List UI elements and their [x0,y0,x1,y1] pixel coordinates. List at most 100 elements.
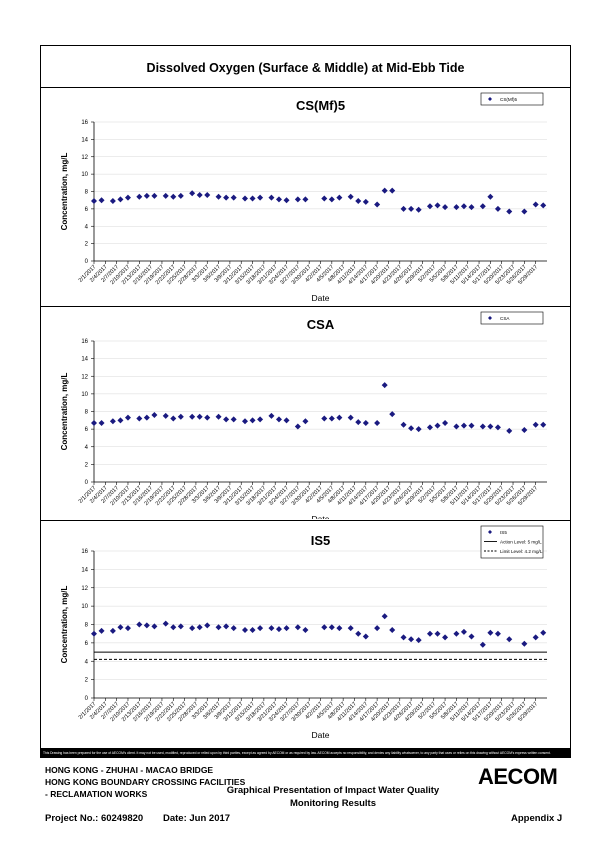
data-point [283,625,290,632]
data-point [460,203,467,210]
data-point [302,627,309,634]
data-point [400,205,407,212]
data-point [355,419,362,426]
y-axis-title: Concentration, mg/L [60,153,69,231]
data-point [426,203,433,210]
y-tick-label: 0 [85,696,89,702]
data-point [117,624,124,631]
data-point [426,424,433,431]
y-tick-label: 2 [85,462,89,468]
data-point [109,627,116,634]
y-tick-label: 10 [81,172,88,178]
data-point [532,634,539,641]
data-point [249,195,256,202]
disclaimer-bar: This Drawing has been prepared for the u… [40,748,571,758]
data-point [204,414,211,421]
data-point [143,192,150,199]
data-point [98,627,105,634]
data-point [196,624,203,631]
panel-divider [41,306,570,307]
data-point [124,414,131,421]
data-point [336,194,343,201]
report-heading-line-1: Graphical Presentation of Impact Water Q… [226,785,440,796]
y-tick-label: 2 [85,242,89,248]
data-point [347,193,354,200]
data-point [494,424,501,431]
data-point [434,202,441,209]
data-point [98,197,105,204]
data-point [540,202,547,209]
legend-box [480,311,544,325]
data-point [189,413,196,420]
y-tick-label: 14 [81,357,88,363]
project-number: Project No.: 60249820 [45,813,144,824]
y-tick-label: 0 [85,480,89,486]
data-point [257,625,264,632]
data-point [374,625,381,632]
data-point [177,192,184,199]
data-point [162,620,169,627]
data-point [242,418,248,425]
data-point [321,415,328,422]
data-point [521,208,528,215]
data-point [453,204,460,211]
y-tick-label: 12 [81,586,88,592]
data-point [294,196,301,203]
y-tick-label: 6 [85,641,89,647]
data-point [328,624,335,631]
data-point [408,205,415,212]
data-point [283,197,290,204]
x-axis-title: Date [312,293,330,303]
x-axis-title: Date [312,514,330,519]
data-point [151,192,158,199]
y-axis-title: Concentration, mg/L [60,586,69,664]
data-point [302,196,309,203]
y-tick-label: 6 [85,207,89,213]
data-point [230,194,237,201]
data-point [468,633,475,640]
legend-marker [488,97,492,101]
data-point [336,625,343,632]
data-point [117,196,124,203]
chart-title: CSA [307,317,335,332]
report-date: Date: Jun 2017 [163,813,231,824]
report-heading: Graphical Presentation of Impact Water Q… [218,784,448,810]
data-point [242,195,248,202]
project-line-3: - RECLAMATION WORKS [45,789,148,799]
data-point [268,625,275,632]
data-point [257,416,264,423]
data-point [506,208,513,215]
y-tick-label: 8 [85,410,89,416]
data-point [143,622,150,629]
data-point [487,423,494,430]
data-point [408,636,415,643]
data-point [479,203,486,210]
y-tick-label: 14 [81,567,88,573]
y-tick-label: 10 [81,604,88,610]
data-point [204,191,211,198]
legend-label: Action Level: 5 mg/L [500,539,542,544]
data-point [426,630,433,637]
aecom-logo: AECOM [478,764,558,789]
data-point [151,623,158,630]
data-point [362,633,369,640]
data-point [355,630,362,637]
data-point [109,198,116,205]
data-point [521,427,528,434]
legend-label: IS5 [500,530,507,535]
y-tick-label: 10 [81,392,88,398]
legend-box [480,525,544,559]
data-point [136,193,143,200]
data-point [381,613,388,620]
data-point [98,419,105,426]
data-point [196,413,203,420]
data-point [400,421,407,428]
data-point [294,423,301,430]
data-point [381,382,388,389]
data-point [215,624,222,631]
data-point [257,194,264,201]
y-tick-label: 4 [85,659,89,665]
data-point [136,621,143,628]
data-point [540,629,547,636]
chart-title: CS(Mf)5 [296,98,345,113]
